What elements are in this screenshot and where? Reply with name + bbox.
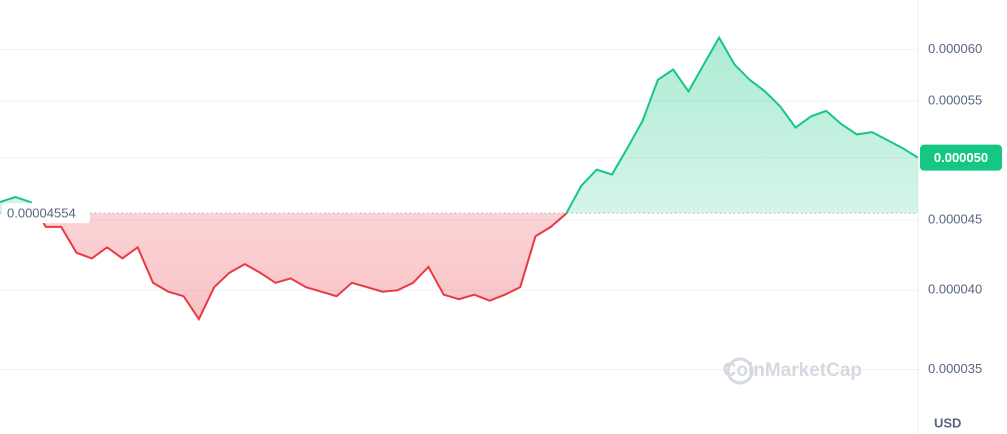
y-tick-label: 0.000055	[928, 92, 982, 107]
current-price-badge	[920, 144, 1002, 171]
current-price-label: 0.000050	[934, 150, 988, 165]
y-tick-label: 0.000045	[928, 212, 982, 227]
y-tick-label: 0.000035	[928, 361, 982, 376]
price-line-down	[36, 213, 568, 322]
baseline-label-bg	[2, 203, 90, 224]
price-line-up	[0, 35, 918, 214]
y-tick-label: 0.000060	[928, 41, 982, 56]
watermark: CoinMarketCap	[723, 360, 862, 381]
area-up	[0, 37, 918, 214]
area-down	[37, 213, 567, 320]
watermark-logo	[726, 357, 754, 385]
y-unit: USD	[934, 415, 961, 430]
baseline-label: 0.00004554	[7, 206, 76, 221]
y-tick-label: 0.000040	[928, 282, 982, 297]
